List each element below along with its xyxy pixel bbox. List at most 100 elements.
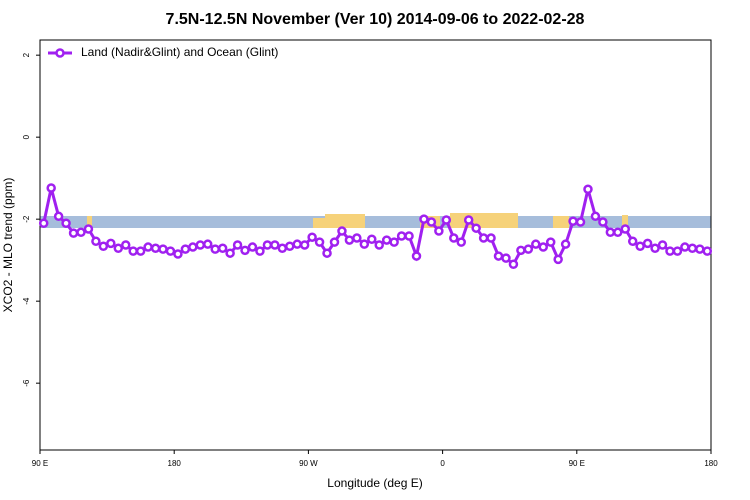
y-tick-label: -2 [22,215,31,223]
data-point [232,240,243,250]
x-tick-label: 180 [168,459,182,468]
data-point [583,184,593,194]
data-point [426,217,437,227]
land [622,215,628,228]
data-point [419,214,429,224]
x-tick-label: 90 E [32,459,48,468]
data-point [478,233,489,243]
data-point [76,227,86,238]
data-point [389,237,399,247]
data-point [277,243,288,254]
data-point [91,236,101,247]
data-point [695,244,705,254]
data-point [665,246,675,256]
data-point [285,241,295,251]
data-point [262,240,273,250]
data-point [61,218,71,229]
data-point [314,237,325,247]
data-point [210,244,220,254]
data-point [135,246,146,256]
x-tick-label: 90 E [569,459,585,468]
data-point [486,233,496,243]
x-tick-label: 0 [440,459,445,468]
data-point [441,215,452,225]
chart-title: 7.5N-12.5N November (Ver 10) 2014-09-06 … [166,11,585,28]
data-point [173,249,183,259]
data-point [381,235,392,245]
data-point [642,238,653,249]
data-point [46,183,56,193]
data-point [598,217,608,227]
y-tick-label: -4 [22,297,31,305]
data-point [329,237,340,247]
data-point [538,242,548,252]
data-point [322,248,332,258]
data-point [240,245,250,256]
data-point [471,223,481,233]
data-point [150,243,161,254]
data-point [545,237,556,247]
data-point [128,246,138,256]
data-point [396,231,407,241]
data-point [411,251,422,261]
y-tick-label: 0 [22,134,31,139]
data-point [359,239,370,249]
data-point [590,211,601,222]
data-point [98,241,109,251]
data-point [672,246,683,256]
data-point [352,233,362,243]
data-point [456,237,466,247]
data-point [337,226,347,236]
data-point [627,236,638,247]
data-point [106,238,116,249]
data-point [650,243,660,254]
data-point [270,240,280,250]
land [553,216,569,228]
data-point [434,226,444,236]
data-point [203,239,213,249]
data-point [225,248,235,258]
data-point [687,243,698,254]
data-point [180,244,191,254]
data-point [463,215,474,225]
data-point [165,246,176,256]
data-point [83,224,94,234]
x-tick-label: 90 W [299,459,318,468]
plot-frame [39,39,712,451]
land [450,213,518,228]
data-point [575,217,586,227]
x-tick-label: 180 [704,459,718,468]
data-point [113,243,124,254]
data-point [553,254,563,265]
data-point [531,239,541,249]
data-point [53,211,64,222]
y-tick-label: 2 [22,52,31,57]
data-point [143,242,153,252]
data-point [605,227,616,238]
data-point [120,240,131,250]
data-point [501,253,511,263]
data-point [493,251,504,261]
data-point [217,243,228,254]
data-point [38,218,49,229]
data-point [68,228,79,238]
data-point [344,235,355,245]
data-point [657,240,668,250]
ocean-band [40,216,711,228]
land [87,216,92,228]
data-point [516,245,526,256]
y-tick-label: -6 [22,379,31,387]
y-axis-label: XCO2 - MLO trend (ppm) [1,178,15,313]
data-point [247,242,258,252]
land [325,214,365,228]
data-point [404,231,414,241]
data-point [508,259,519,270]
data-point [680,242,690,252]
legend-marker [55,48,65,58]
data-point [613,227,623,238]
data-point [702,246,713,256]
data-point [449,233,459,243]
land [313,218,325,228]
x-axis-label: Longitude (deg E) [327,476,422,490]
